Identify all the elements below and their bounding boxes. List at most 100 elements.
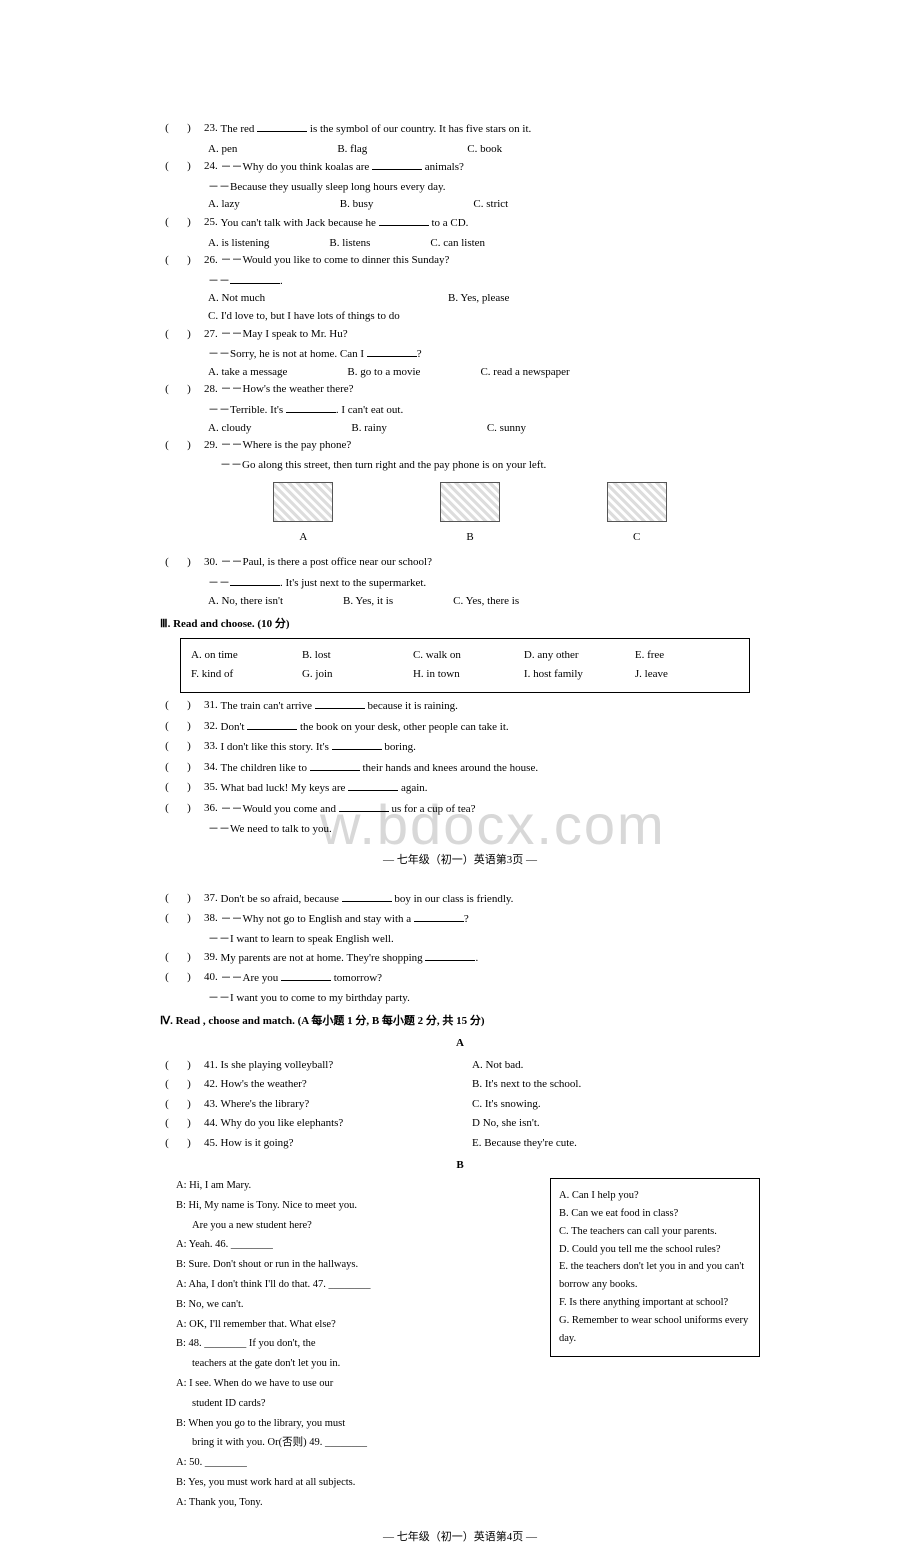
- img-b-box: B: [440, 482, 500, 546]
- q-num: 29.: [204, 437, 218, 455]
- paren-open: (: [160, 158, 174, 177]
- q32: ()32. Don't the book on your desk, other…: [160, 718, 760, 737]
- footer-page3: — 七年级（初一）英语第3页 —: [160, 852, 760, 870]
- q23-line: ( ) 23. The red is the symbol of our cou…: [160, 120, 760, 139]
- q25-options: A. is listening B. listens C. can listen: [208, 235, 760, 253]
- q42: ()42. How's the weather? B. It's next to…: [160, 1076, 760, 1094]
- dialog-l4: A: Yeah. 46. ________: [176, 1237, 538, 1254]
- q30-line2: －－. It's just next to the supermarket.: [208, 574, 760, 593]
- q41: ()41. Is she playing volleyball? A. Not …: [160, 1057, 760, 1075]
- q40: ()40. －－Are you tomorrow?: [160, 969, 760, 988]
- dialog-l1: A: Hi, I am Mary.: [176, 1178, 538, 1195]
- q-text: －－Where is the pay phone?: [221, 437, 352, 455]
- q35: ()35. What bad luck! My keys are again.: [160, 779, 760, 798]
- opt-a: A. No, there isn't: [208, 593, 283, 611]
- q-text: －－Paul, is there a post office near our …: [221, 554, 433, 572]
- opt-a: A. Not much: [208, 290, 448, 308]
- q24-options: A. lazy B. busy C. strict: [208, 196, 760, 214]
- section-b: A: Hi, I am Mary. B: Hi, My name is Tony…: [160, 1178, 760, 1515]
- word-e: E. free: [635, 647, 739, 665]
- optbox-e: E. the teachers don't let you in and you…: [559, 1258, 751, 1294]
- opt-c: C. sunny: [487, 420, 526, 438]
- paren-open: (: [160, 381, 174, 399]
- opt-b: B. go to a movie: [347, 364, 420, 382]
- q25-line: ( ) 25. You can't talk with Jack because…: [160, 214, 760, 233]
- map-image-a: [273, 482, 333, 522]
- opt-c: C. book: [467, 141, 502, 159]
- dialog-l11: A: I see. When do we have to use our: [176, 1376, 538, 1393]
- q28-line2: －－Terrible. It's . I can't eat out.: [208, 401, 760, 420]
- dialog-l12: student ID cards?: [192, 1396, 538, 1413]
- q-num: 30.: [204, 554, 218, 572]
- q33: ()33. I don't like this story. It's bori…: [160, 738, 760, 757]
- paren-blank: ): [174, 437, 204, 455]
- dialog-l17: A: Thank you, Tony.: [176, 1495, 538, 1512]
- option-box: A. Can I help you? B. Can we eat food in…: [550, 1178, 760, 1357]
- q24-line: ( ) 24. －－Why do you think koalas are an…: [160, 158, 760, 177]
- dialog-l3: Are you a new student here?: [192, 1218, 538, 1235]
- opt-b: B. Yes, please: [448, 290, 509, 308]
- q-text: －－How's the weather there?: [221, 381, 354, 399]
- optbox-b: B. Can we eat food in class?: [559, 1205, 751, 1223]
- q40-line2: －－I want you to come to my birthday part…: [208, 990, 760, 1008]
- q30-options: A. No, there isn't B. Yes, it is C. Yes,…: [208, 593, 760, 611]
- dialog-l16: B: Yes, you must work hard at all subjec…: [176, 1475, 538, 1492]
- word-row2: F. kind of G. join H. in town I. host fa…: [191, 666, 739, 684]
- exam-content: ( ) 23. The red is the symbol of our cou…: [160, 120, 760, 1546]
- q38-line2: －－I want to learn to speak English well.: [208, 931, 760, 949]
- optbox-c: C. The teachers can call your parents.: [559, 1223, 751, 1241]
- word-b: B. lost: [302, 647, 406, 665]
- dialog-l8: A: OK, I'll remember that. What else?: [176, 1317, 538, 1334]
- img-a-box: A: [273, 482, 333, 546]
- q37: ()37. Don't be so afraid, because boy in…: [160, 890, 760, 909]
- optbox-f: F. Is there anything important at school…: [559, 1294, 751, 1312]
- word-h: H. in town: [413, 666, 517, 684]
- paren-open: (: [160, 214, 174, 233]
- paren-open: (: [160, 120, 174, 139]
- q30-line: ( ) 30. －－Paul, is there a post office n…: [160, 554, 760, 572]
- paren-open: (: [160, 437, 174, 455]
- word-d: D. any other: [524, 647, 628, 665]
- q36-line2: －－We need to talk to you.: [208, 821, 760, 839]
- q28-options: A. cloudy B. rainy C. sunny: [208, 420, 760, 438]
- q27-line2: －－Sorry, he is not at home. Can I ?: [208, 345, 760, 364]
- opt-c: C. Yes, there is: [453, 593, 519, 611]
- dialog-l7: B: No, we can't.: [176, 1297, 538, 1314]
- dialog-l14: bring it with you. Or(否则) 49. ________: [192, 1435, 538, 1452]
- q26-line2: －－.: [208, 272, 760, 291]
- q29-line: ( ) 29. －－Where is the pay phone?: [160, 437, 760, 455]
- q-text: －－Would you like to come to dinner this …: [221, 252, 450, 270]
- q36: ()36. －－Would you come and us for a cup …: [160, 800, 760, 819]
- paren-blank: ): [174, 554, 204, 572]
- paren-open: (: [160, 326, 174, 344]
- dialog-l9: B: 48. ________ If you don't, the: [176, 1336, 538, 1353]
- q-text: The red is the symbol of our country. It…: [221, 120, 532, 139]
- q-num: 25.: [204, 214, 218, 233]
- q27-options: A. take a message B. go to a movie C. re…: [208, 364, 760, 382]
- opt-a: A. pen: [208, 141, 237, 159]
- word-row1: A. on time B. lost C. walk on D. any oth…: [191, 647, 739, 665]
- q24-line2: －－Because they usually sleep long hours …: [208, 179, 760, 197]
- q26-optc: C. I'd love to, but I have lots of thing…: [208, 308, 760, 326]
- q23-options: A. pen B. flag C. book: [208, 141, 760, 159]
- word-f: F. kind of: [191, 666, 295, 684]
- paren-blank: ): [174, 214, 204, 233]
- q-num: 23.: [204, 120, 218, 139]
- q-text: －－May I speak to Mr. Hu?: [221, 326, 348, 344]
- word-box: A. on time B. lost C. walk on D. any oth…: [180, 638, 750, 693]
- paren-open: (: [160, 252, 174, 270]
- opt-c: C. read a newspaper: [480, 364, 569, 382]
- q29-line2: －－Go along this street, then turn right …: [220, 457, 760, 475]
- q38: ()38. －－Why not go to English and stay w…: [160, 910, 760, 929]
- paren-blank: ): [174, 158, 204, 177]
- dialog-column: A: Hi, I am Mary. B: Hi, My name is Tony…: [160, 1178, 538, 1515]
- word-g: G. join: [302, 666, 406, 684]
- q-num: 28.: [204, 381, 218, 399]
- map-image-c: [607, 482, 667, 522]
- q26-line: ( ) 26. －－Would you like to come to dinn…: [160, 252, 760, 270]
- opt-c: C. strict: [473, 196, 508, 214]
- label-c: C: [633, 531, 640, 543]
- opt-a: A. is listening: [208, 235, 269, 253]
- opt-a: A. cloudy: [208, 420, 251, 438]
- opt-a: A. lazy: [208, 196, 240, 214]
